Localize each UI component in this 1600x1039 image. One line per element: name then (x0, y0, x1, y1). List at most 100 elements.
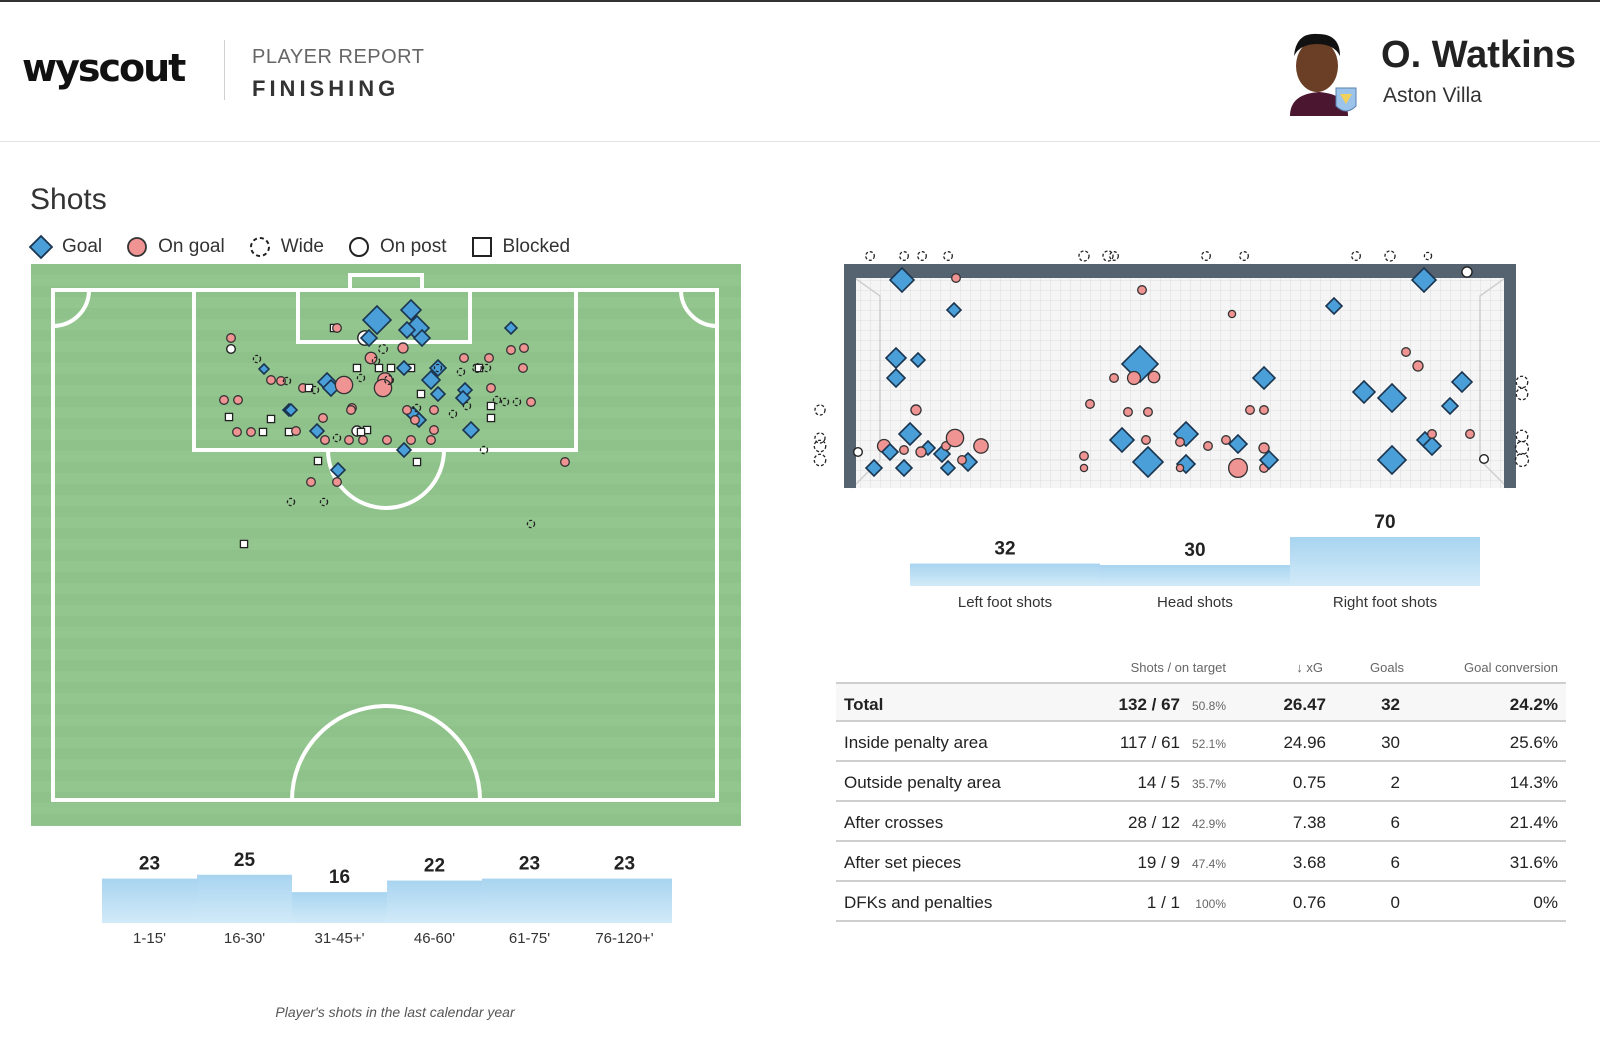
wide-shot-marker (356, 373, 366, 383)
row-conversion: 25.6% (1509, 733, 1558, 752)
goal-shot-marker (359, 328, 379, 348)
on-goal-shot-marker (226, 333, 236, 343)
on-goal-shot-marker (1141, 435, 1151, 445)
table-row: Outside penalty area 14 / 5 35.7% 0.75 2 14.3… (836, 762, 1566, 802)
on-goal-shot-marker (402, 405, 412, 415)
on-goal-shot-marker (1126, 370, 1142, 386)
bar-value-label: 23 (139, 854, 160, 875)
on-goal-shot-marker (219, 395, 229, 405)
on-goal-shot-marker (320, 435, 330, 445)
report-label: PLAYER REPORT (252, 46, 425, 68)
on-goal-shot-marker (246, 427, 256, 437)
finishing-stats-table: Shots / on target ↓ xG Goals Goal conver… (836, 656, 1566, 922)
pitch-markings (51, 273, 719, 802)
wide-shot-marker (814, 432, 826, 444)
row-on-target-pct: 35.7% (1191, 777, 1226, 791)
pitch-grass (31, 264, 741, 826)
goal-shot-marker (1440, 396, 1460, 416)
goal-shot-marker (361, 304, 393, 336)
row-shots: 14 / 5 (1137, 773, 1180, 792)
diamond-icon (28, 234, 54, 260)
bar (197, 874, 292, 923)
bar-value-label: 23 (519, 854, 540, 875)
goal-shot-marker (880, 442, 900, 462)
on-goal-shot-marker (266, 375, 276, 385)
row-on-target-pct: 100% (1195, 897, 1226, 911)
goal-shot-marker (1351, 379, 1377, 405)
goal-frame-shot-map (813, 250, 1530, 489)
row-label: DFKs and penalties (844, 893, 993, 912)
goal-shot-marker (1227, 433, 1249, 455)
goal-shot-marker (1108, 426, 1136, 454)
bar (1290, 537, 1480, 586)
on-goal-shot-marker (397, 342, 409, 354)
wide-shot-marker (1423, 251, 1433, 261)
bar-value-label: 16 (329, 867, 350, 888)
wide-shot-marker (1109, 251, 1119, 261)
on-goal-shot-marker (1227, 457, 1249, 479)
report-title: FINISHING (252, 76, 400, 101)
wide-shot-marker (1102, 250, 1114, 262)
wide-shot-marker (899, 251, 909, 261)
blocked-shot-marker (374, 363, 384, 373)
on-goal-shot-marker (526, 397, 536, 407)
on-goal-shot-marker (1245, 405, 1255, 415)
row-label: Inside penalty area (844, 733, 988, 752)
goal-shot-marker (395, 441, 413, 459)
bar (102, 878, 197, 923)
row-label: Total (844, 695, 884, 714)
on-goal-shot-marker (318, 413, 328, 423)
wide-shot-marker (482, 363, 492, 373)
goal-shot-marker (864, 458, 884, 478)
shots-by-time-chart: 23 1-15' 25 16-30' 16 31-45+' 22 46-60' 23 61-75'… (102, 850, 672, 947)
goal-shot-marker (1376, 444, 1408, 476)
blocked-shot-marker (416, 389, 426, 399)
wide-shot-marker (286, 497, 296, 507)
on-post-shot-marker (1461, 266, 1473, 278)
goal-shot-marker (461, 420, 481, 440)
blocked-shot-marker (224, 412, 234, 422)
on-goal-shot-marker (1147, 370, 1161, 384)
wide-shot-marker (1201, 251, 1211, 261)
player-avatar (1276, 30, 1362, 116)
wide-shot-marker (371, 356, 381, 366)
on-goal-shot-marker (1465, 429, 1475, 439)
on-goal-shot-marker (910, 404, 922, 416)
goal-shot-marker (1376, 382, 1408, 414)
row-xg: 0.75 (1292, 773, 1326, 792)
row-label: After crosses (844, 813, 944, 832)
blocked-shot-marker (486, 401, 496, 411)
table-header: Shots / on target ↓ xG Goals Goal conver… (836, 656, 1566, 682)
wide-shot-marker (1514, 440, 1530, 456)
goal-shot-marker (1131, 445, 1165, 479)
bar-value-label: 22 (424, 856, 445, 877)
col-xg: ↓ xG (1296, 660, 1323, 675)
blocked-shot-marker (412, 457, 422, 467)
wide-shot-marker (1515, 387, 1529, 401)
legend-on-post: On post (346, 234, 447, 260)
goal-shot-marker (412, 328, 432, 348)
on-goal-shot-marker (358, 435, 368, 445)
row-xg: 0.76 (1292, 893, 1326, 912)
row-goals: 6 (1390, 853, 1400, 872)
row-goals: 30 (1381, 733, 1400, 752)
blocked-shot-marker (304, 383, 314, 393)
wide-shot-marker (472, 363, 482, 373)
on-goal-shot-marker (1085, 399, 1095, 409)
bar-category-label: 31-45+' (315, 930, 365, 947)
legend-blocked-label: Blocked (502, 236, 571, 257)
legend-on-goal: On goal (124, 234, 225, 260)
blocked-shot-marker (486, 413, 496, 423)
footnote: Player's shots in the last calendar year (275, 1004, 515, 1020)
on-goal-shot-marker (506, 345, 516, 355)
wide-shot-marker (1515, 375, 1529, 389)
goal-shot-marker (420, 369, 442, 391)
on-goal-shot-marker (1123, 407, 1133, 417)
goal-shot-marker (428, 358, 448, 378)
on-goal-shot-marker (233, 395, 243, 405)
row-shots: 117 / 61 (1119, 733, 1180, 752)
on-goal-shot-marker (232, 427, 242, 437)
goal-shot-marker (503, 320, 519, 336)
table-row: Total 132 / 67 50.8% 26.47 32 24.2% (836, 682, 1566, 722)
on-goal-shot-marker (915, 446, 927, 458)
